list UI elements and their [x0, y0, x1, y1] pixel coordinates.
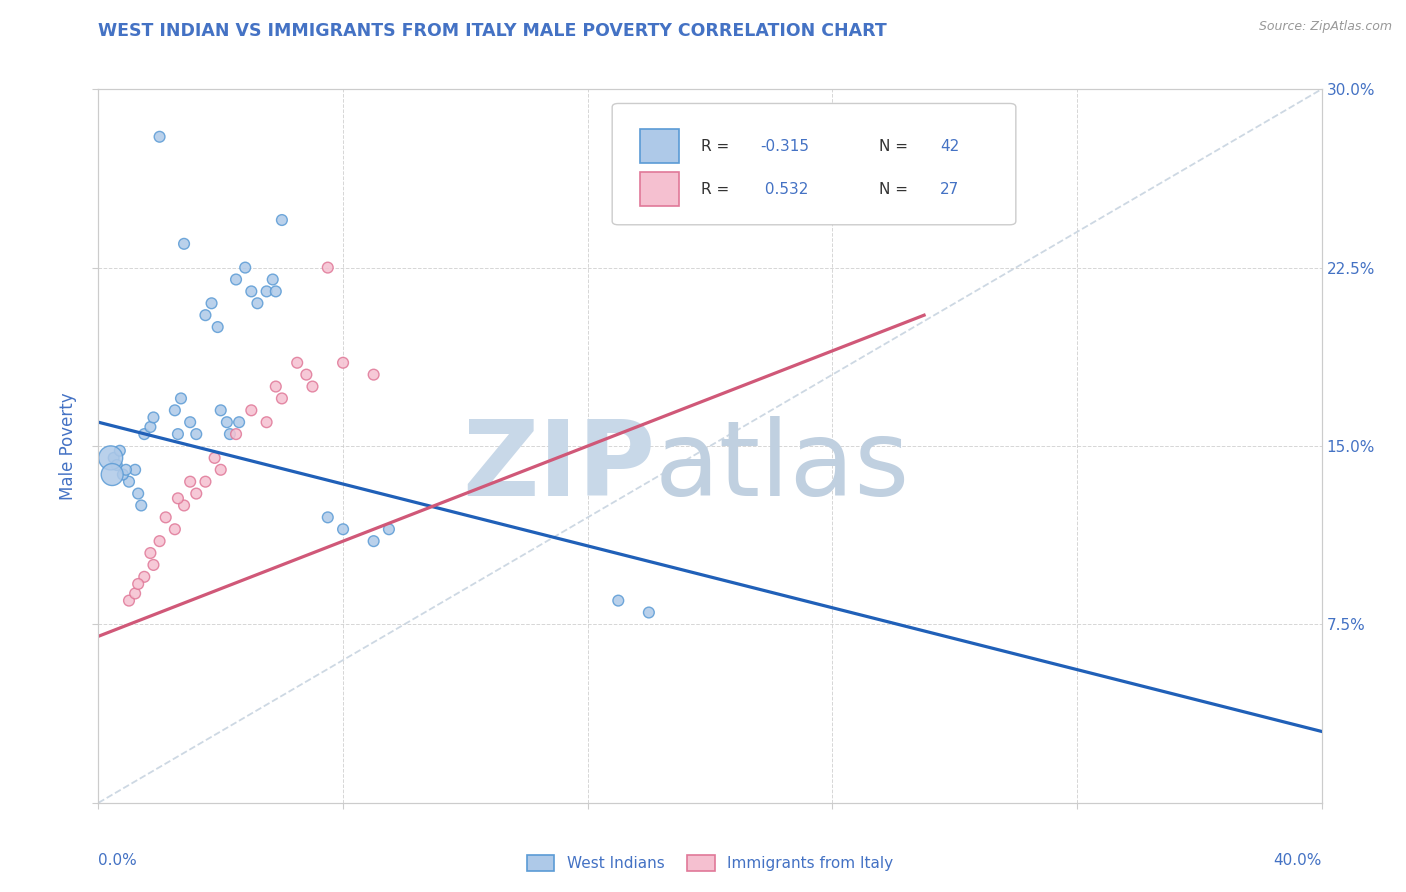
- Point: [139, 546, 162, 560]
- Point: [101, 467, 124, 482]
- Point: [100, 450, 122, 465]
- Point: [262, 272, 284, 286]
- Point: [127, 577, 149, 591]
- Point: [256, 285, 278, 299]
- Point: [186, 427, 208, 442]
- Point: [142, 410, 165, 425]
- Point: [363, 368, 385, 382]
- Text: 40.0%: 40.0%: [1274, 853, 1322, 868]
- Point: [173, 236, 195, 251]
- Point: [173, 499, 195, 513]
- Point: [194, 308, 217, 322]
- Point: [142, 558, 165, 572]
- Point: [363, 534, 385, 549]
- Point: [264, 285, 287, 299]
- Text: -0.315: -0.315: [761, 139, 810, 153]
- Text: 27: 27: [941, 182, 959, 196]
- Point: [108, 443, 131, 458]
- Point: [209, 463, 232, 477]
- FancyBboxPatch shape: [640, 129, 679, 163]
- Point: [170, 392, 193, 406]
- Point: [256, 415, 278, 429]
- Text: 0.532: 0.532: [761, 182, 808, 196]
- FancyBboxPatch shape: [640, 172, 679, 206]
- Text: 42: 42: [941, 139, 959, 153]
- Point: [200, 296, 222, 310]
- Point: [149, 534, 172, 549]
- Point: [285, 356, 308, 370]
- Point: [270, 392, 294, 406]
- Text: R =: R =: [702, 139, 734, 153]
- Point: [186, 486, 208, 500]
- Point: [134, 427, 156, 442]
- Point: [163, 403, 186, 417]
- Point: [139, 420, 162, 434]
- Point: [179, 475, 201, 489]
- Point: [179, 415, 201, 429]
- Point: [163, 522, 186, 536]
- Point: [155, 510, 177, 524]
- Text: atlas: atlas: [655, 417, 910, 518]
- Point: [127, 486, 149, 500]
- Point: [270, 213, 294, 227]
- Point: [134, 570, 156, 584]
- Point: [194, 475, 217, 489]
- Point: [204, 450, 226, 465]
- Point: [240, 285, 263, 299]
- Text: ZIP: ZIP: [461, 417, 655, 518]
- Y-axis label: Male Poverty: Male Poverty: [59, 392, 77, 500]
- Text: N =: N =: [879, 182, 912, 196]
- Point: [233, 260, 256, 275]
- Point: [295, 368, 318, 382]
- Point: [118, 475, 141, 489]
- Text: R =: R =: [702, 182, 734, 196]
- Point: [378, 522, 401, 536]
- Text: N =: N =: [879, 139, 912, 153]
- Point: [607, 593, 630, 607]
- Point: [240, 403, 263, 417]
- Point: [301, 379, 323, 393]
- Point: [207, 320, 229, 334]
- Point: [103, 450, 125, 465]
- Point: [246, 296, 269, 310]
- Point: [124, 463, 146, 477]
- Point: [225, 427, 247, 442]
- Point: [149, 129, 172, 144]
- Point: [124, 586, 146, 600]
- Point: [316, 260, 339, 275]
- Point: [118, 593, 141, 607]
- Point: [167, 427, 190, 442]
- Point: [332, 356, 354, 370]
- Point: [105, 458, 128, 472]
- Text: 0.0%: 0.0%: [98, 853, 138, 868]
- Point: [638, 606, 661, 620]
- Point: [225, 272, 247, 286]
- Point: [332, 522, 354, 536]
- Point: [264, 379, 287, 393]
- Point: [111, 467, 134, 482]
- Point: [215, 415, 238, 429]
- Point: [167, 491, 190, 506]
- FancyBboxPatch shape: [612, 103, 1015, 225]
- Point: [209, 403, 232, 417]
- Point: [316, 510, 339, 524]
- Text: WEST INDIAN VS IMMIGRANTS FROM ITALY MALE POVERTY CORRELATION CHART: WEST INDIAN VS IMMIGRANTS FROM ITALY MAL…: [98, 22, 887, 40]
- Point: [228, 415, 250, 429]
- Point: [115, 463, 138, 477]
- Point: [129, 499, 152, 513]
- Text: Source: ZipAtlas.com: Source: ZipAtlas.com: [1258, 20, 1392, 33]
- Legend: West Indians, Immigrants from Italy: West Indians, Immigrants from Italy: [520, 849, 900, 877]
- Point: [219, 427, 242, 442]
